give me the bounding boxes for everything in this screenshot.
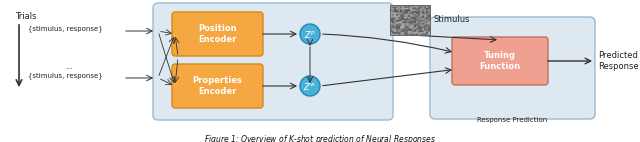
Text: Position
Encoder: Position Encoder: [198, 24, 237, 44]
Text: Trials: Trials: [15, 12, 36, 21]
Text: {stimulus, response}: {stimulus, response}: [28, 72, 103, 79]
Text: Figure 1: Overview of $K$-shot prediction of Neural Responses: Figure 1: Overview of $K$-shot predictio…: [204, 133, 436, 142]
Text: $Z^w$: $Z^w$: [303, 81, 317, 91]
FancyBboxPatch shape: [172, 12, 263, 56]
FancyBboxPatch shape: [430, 17, 595, 119]
Text: Response Prediction: Response Prediction: [477, 117, 548, 123]
Circle shape: [300, 76, 320, 96]
FancyBboxPatch shape: [172, 64, 263, 108]
Text: Properties
Encoder: Properties Encoder: [193, 76, 243, 96]
Text: {stimulus, response}: {stimulus, response}: [28, 25, 103, 32]
Text: Predicted
Response: Predicted Response: [598, 51, 639, 71]
Circle shape: [300, 24, 320, 44]
Text: ...: ...: [65, 62, 73, 71]
Text: $Z^p$: $Z^p$: [304, 29, 316, 39]
FancyBboxPatch shape: [452, 37, 548, 85]
Text: Stimulus: Stimulus: [434, 15, 470, 25]
Bar: [390, 5, 430, 35]
FancyBboxPatch shape: [153, 3, 393, 120]
Text: Tuning
Function: Tuning Function: [479, 51, 520, 71]
